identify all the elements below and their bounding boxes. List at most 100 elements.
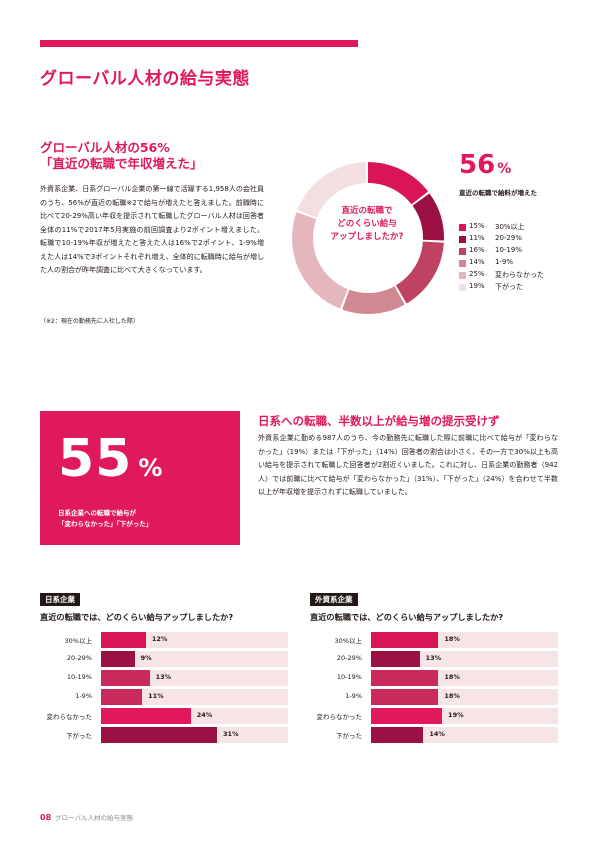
donut-big-percent: 56% bbox=[459, 150, 511, 180]
donut-center-line1: 直近の転職で bbox=[341, 206, 393, 216]
legend-value: 19% bbox=[469, 282, 485, 290]
donut-big-value: 56 bbox=[459, 150, 496, 180]
section1-heading: グローバル人材の56% 「直近の転職で年収増えた」 bbox=[40, 140, 203, 172]
bar-category-label: 10-19% bbox=[336, 673, 362, 681]
bar-row: 変わらなかった 19% bbox=[310, 708, 558, 724]
bar bbox=[101, 651, 135, 667]
highlight-caption-line2: 「変わらなかった」「下がった」 bbox=[58, 520, 153, 528]
legend-item: 11% 20-29% bbox=[459, 234, 579, 246]
bar-value-label: 18% bbox=[444, 673, 460, 681]
bar-row: 下がった 14% bbox=[310, 727, 558, 743]
bar-category-label: 30%以上 bbox=[64, 637, 92, 645]
legend-swatch bbox=[459, 284, 466, 291]
bar-track bbox=[101, 689, 288, 705]
bar-row: 1-9% 11% bbox=[40, 689, 288, 705]
legend-label: 下がった bbox=[495, 283, 523, 291]
bar bbox=[371, 651, 420, 667]
legend-value: 15% bbox=[469, 222, 485, 230]
bar-value-label: 18% bbox=[444, 635, 460, 643]
section1-heading-line2: 「直近の転職で年収増えた」 bbox=[40, 156, 203, 171]
bar bbox=[371, 689, 439, 705]
legend-value: 11% bbox=[469, 234, 485, 242]
legend-swatch bbox=[459, 248, 466, 255]
legend-swatch bbox=[459, 236, 466, 243]
bar-category-label: 下がった bbox=[336, 732, 362, 740]
bar-row: 1-9% 18% bbox=[310, 689, 558, 705]
bar-row: 変わらなかった 24% bbox=[40, 708, 288, 724]
donut-slice bbox=[342, 286, 405, 314]
bar-row: 10-19% 18% bbox=[310, 670, 558, 686]
bar-row: 20-29% 13% bbox=[310, 651, 558, 667]
bar-category-label: 変わらなかった bbox=[46, 713, 93, 721]
bar-track bbox=[101, 632, 288, 648]
legend-label: 20-29% bbox=[495, 234, 522, 242]
legend-item: 25% 変わらなかった bbox=[459, 270, 579, 282]
bar-value-label: 9% bbox=[140, 654, 152, 662]
bar bbox=[101, 727, 217, 743]
legend-value: 14% bbox=[469, 258, 485, 266]
section1-heading-line1: グローバル人材の56% bbox=[40, 140, 170, 155]
donut-slice bbox=[395, 241, 444, 304]
bar bbox=[371, 670, 439, 686]
donut-slice bbox=[412, 193, 444, 241]
japanese-firms-chart-title: 直近の転職では、どのくらい給与アップしましたか? bbox=[40, 612, 234, 622]
donut-slice bbox=[292, 212, 348, 309]
foreign-firms-tag: 外資系企業 bbox=[310, 593, 358, 606]
bar bbox=[101, 708, 191, 724]
highlight-caption-line1: 日系企業への転職で給与が bbox=[58, 509, 136, 517]
bar-value-label: 14% bbox=[429, 730, 445, 738]
legend-label: 30%以上 bbox=[495, 223, 525, 231]
highlight-number: 55% bbox=[58, 429, 163, 489]
bar-value-label: 18% bbox=[444, 692, 460, 700]
legend-swatch bbox=[459, 224, 466, 231]
bar bbox=[371, 708, 443, 724]
page-number: 08 bbox=[40, 813, 52, 822]
legend-value: 16% bbox=[469, 246, 485, 254]
bar-row: 30%以上 18% bbox=[310, 632, 558, 648]
donut-slice bbox=[368, 162, 429, 205]
legend-item: 16% 10-19% bbox=[459, 246, 579, 258]
bar bbox=[371, 727, 424, 743]
donut-center-line3: アップしましたか? bbox=[330, 232, 404, 242]
bar-category-label: 20-29% bbox=[66, 654, 92, 662]
legend-value: 25% bbox=[469, 270, 485, 278]
page-title: グローバル人材の給与実態 bbox=[40, 69, 250, 89]
bar-track bbox=[101, 651, 288, 667]
donut-caption: 直近の転職で給料が増えた bbox=[459, 189, 537, 197]
bar-value-label: 13% bbox=[425, 654, 442, 662]
japanese-firms-tag: 日系企業 bbox=[40, 593, 80, 606]
highlight-box: 55% 日系企業への転職で給与が 「変わらなかった」「下がった」 bbox=[40, 411, 240, 545]
legend-item: 19% 下がった bbox=[459, 282, 579, 294]
bar-value-label: 13% bbox=[155, 673, 172, 681]
section1-body: 外資系企業、日系グローバル企業の第一線で活躍する1,958人の会社員のうち、56… bbox=[40, 185, 264, 274]
page-footer: 08 グローバル人材の給与実態 bbox=[40, 812, 133, 822]
footer-title: グローバル人材の給与実態 bbox=[55, 814, 134, 822]
legend-swatch bbox=[459, 260, 466, 267]
bar-row: 30%以上 12% bbox=[40, 632, 288, 648]
bar-category-label: 20-29% bbox=[336, 654, 362, 662]
highlight-unit: % bbox=[138, 454, 164, 482]
donut-center-line2: どのくらい給与 bbox=[337, 219, 397, 229]
bar-value-label: 24% bbox=[196, 711, 213, 719]
bar-value-label: 19% bbox=[448, 711, 464, 719]
bar bbox=[101, 689, 143, 705]
legend-label: 変わらなかった bbox=[495, 271, 544, 279]
highlight-value: 55 bbox=[58, 429, 133, 489]
section1-note: （※2：現在の勤務先に入社した際） bbox=[40, 318, 139, 325]
legend-item: 14% 1-9% bbox=[459, 258, 579, 270]
donut-big-unit: % bbox=[497, 161, 512, 177]
bar-row: 20-29% 9% bbox=[40, 651, 288, 667]
legend-swatch bbox=[459, 272, 466, 279]
donut-slice bbox=[297, 162, 367, 218]
bar-value-label: 11% bbox=[148, 692, 164, 700]
legend-label: 1-9% bbox=[495, 258, 514, 266]
donut-chart bbox=[292, 162, 444, 314]
bar-category-label: 10-19% bbox=[66, 673, 92, 681]
bar-value-label: 31% bbox=[222, 730, 239, 738]
bar-value-label: 12% bbox=[151, 635, 168, 643]
foreign-firms-chart-title: 直近の転職では、どのくらい給与アップしましたか? bbox=[310, 612, 504, 622]
donut-center-label: 直近の転職で どのくらい給与 アップしましたか? bbox=[311, 205, 423, 244]
bar-category-label: 1-9% bbox=[75, 692, 92, 700]
bar bbox=[371, 632, 439, 648]
bar-category-label: 1-9% bbox=[345, 692, 362, 700]
